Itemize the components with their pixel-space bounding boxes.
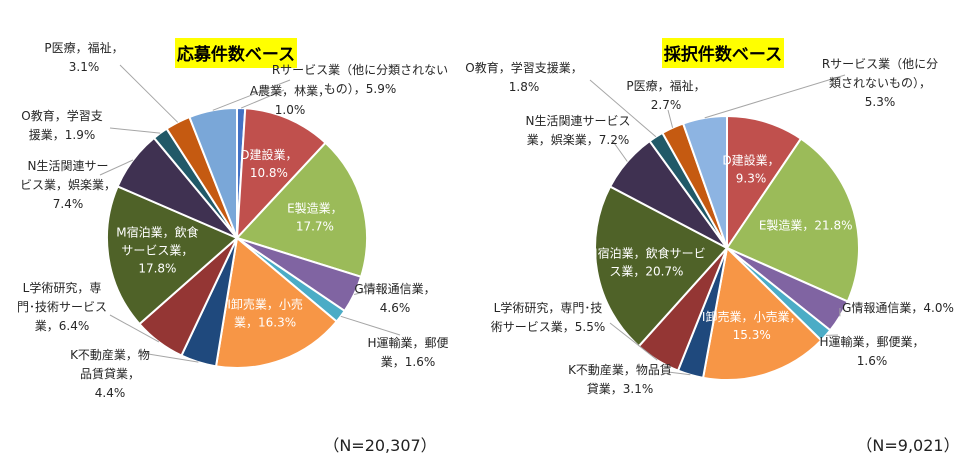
- chart-title: 採択件数ベース: [664, 44, 782, 65]
- slice-data-label: P医療，福祉， 2.7%: [626, 78, 705, 112]
- slice-data-label: P医療，福祉， 3.1%: [44, 40, 123, 74]
- pie-chart-applications: 応募件数ベース A農業，林業， 1.0% D建設業， 10.8% E製造業， 17.7% G…: [17, 38, 449, 455]
- pie-slice-5: [214, 236, 339, 369]
- leader-line: [589, 79, 657, 138]
- leader-line: [141, 352, 199, 363]
- slice-data-label: G情報通信業， 4.6%: [354, 282, 435, 315]
- leader-line: [109, 127, 161, 134]
- pie-slice-7: [594, 185, 729, 348]
- slice-data-label: M宿泊業，飲食サービス業，20.7%: [587, 245, 705, 278]
- leader-line: [240, 89, 285, 109]
- chart-title-box: [662, 38, 784, 68]
- pie-slice-1: [725, 137, 861, 303]
- leader-line: [212, 79, 291, 111]
- pie-slice-4: [701, 245, 823, 381]
- slice-data-label: D建設業， 10.8%: [240, 147, 297, 180]
- slice-data-label: O教育，学習支援業，1.9%: [21, 108, 102, 142]
- slice-data-label: N生活関連サービス業，娯楽業， 7.4%: [20, 159, 116, 211]
- slice-data-label: D建設業， 9.3%: [722, 153, 779, 186]
- slice-data-label: L学術研究，専門･技術サービス業，6.4%: [17, 280, 107, 333]
- leader-line: [119, 64, 179, 123]
- leader-line: [611, 139, 628, 162]
- chart-title-box: [175, 38, 297, 68]
- leader-line: [99, 159, 134, 176]
- pie-slice-0: [726, 114, 803, 252]
- slice-data-label: Rサービス業（他に分類されないもの）， 5.3%: [822, 57, 938, 109]
- leader-line: [340, 315, 401, 336]
- slice-data-label: A農業，林業， 1.0%: [250, 84, 330, 117]
- slice-data-label: E製造業， 17.7%: [287, 201, 343, 233]
- leader-line: [109, 314, 160, 343]
- slice-data-label: I卸売業，小売業，16.3%: [227, 297, 303, 330]
- pie-slice-1: [235, 107, 327, 241]
- slice-data-label: H運輸業，郵便業，1.6%: [819, 334, 924, 368]
- slice-data-label: L学術研究，専門･技術サービス業，5.5%: [491, 300, 606, 334]
- slice-data-label: O教育，学習支援業， 1.8%: [465, 60, 582, 94]
- pie-slice-8: [106, 185, 239, 326]
- leader-line: [667, 371, 691, 376]
- leader-line: [667, 109, 674, 128]
- slice-data-label: K不動産業，物品賃貸業， 4.4%: [70, 347, 150, 400]
- slice-data-label: M宿泊業，飲食サービス業， 17.8%: [116, 225, 198, 276]
- pie-slice-12: [188, 106, 238, 239]
- slice-data-label: Rサービス業（他に分類されないもの），5.9%: [272, 63, 448, 96]
- chart-title: 応募件数ベース: [177, 44, 295, 65]
- pie-chart-adoptions: 採択件数ベース D建設業， 9.3% E製造業，21.8% G情報通信業，4.0% H運…: [465, 38, 960, 455]
- slice-data-label: E製造業，21.8%: [759, 218, 853, 232]
- leader-line: [353, 287, 381, 295]
- slice-data-label: G情報通信業，4.0%: [842, 301, 954, 315]
- slice-data-label: H運輸業，郵便業，1.6%: [367, 335, 448, 369]
- slice-data-label: N生活関連サービス業，娯楽業，7.2%: [526, 114, 631, 147]
- chart-footnote: （N=20,307）: [323, 436, 436, 455]
- slice-data-label: I卸売業，小売業， 15.3%: [702, 309, 802, 342]
- chart-footnote: （N=9,021）: [856, 436, 959, 455]
- leader-line: [704, 74, 846, 119]
- pie-slice-2: [235, 141, 368, 279]
- leader-line: [609, 322, 658, 361]
- slice-data-label: K不動産業，物品賃貸業，3.1%: [568, 362, 672, 396]
